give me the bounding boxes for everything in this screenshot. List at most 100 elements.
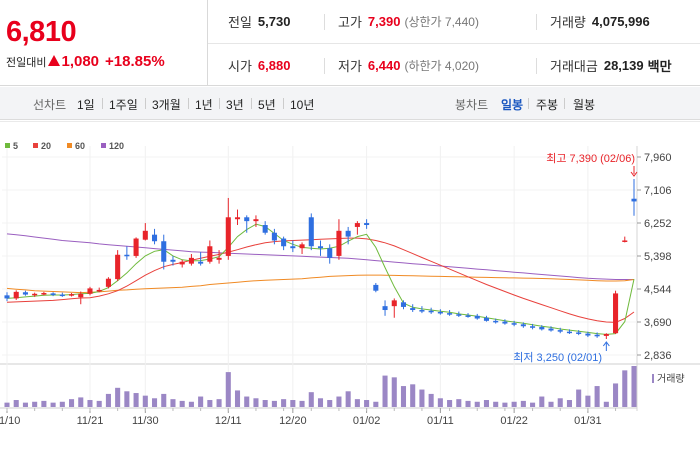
volume-bar: [253, 398, 259, 407]
volume-bar: [32, 401, 38, 407]
period-1d[interactable]: 1일: [77, 98, 95, 112]
volume-bar: [400, 386, 407, 407]
x-tick-label: 11/30: [132, 415, 159, 427]
candle-body: [124, 254, 130, 257]
volume-bar: [603, 401, 609, 407]
candle-body: [566, 331, 572, 334]
candle-monthly[interactable]: 월봉: [573, 98, 596, 112]
candle-body: [557, 330, 563, 332]
candle-body: [327, 248, 333, 258]
volume-bar: [530, 402, 536, 407]
candle-daily[interactable]: 일봉: [501, 98, 524, 112]
volume-bar: [133, 393, 139, 407]
low-label: 저가: [338, 59, 362, 74]
legend-label-20: 20: [41, 141, 51, 151]
x-tick-label: 12/20: [279, 415, 307, 427]
volume-bar: [317, 398, 324, 407]
candle-body: [576, 332, 582, 334]
candle-body: [41, 293, 47, 295]
candle-body: [631, 198, 637, 202]
volume-bar: [262, 400, 268, 407]
candle-body: [345, 230, 351, 237]
low-value: 6,440: [367, 58, 401, 73]
candle-body: [281, 238, 287, 247]
volume-bar: [373, 401, 379, 407]
volume-bar: [585, 395, 591, 407]
candle-body: [50, 293, 56, 295]
prev-close: 전일 5,730: [228, 0, 290, 43]
x-tick-label: 01/31: [574, 415, 602, 427]
row-divider: [208, 43, 700, 44]
current-price: 6,810: [6, 16, 77, 48]
ma120-line: [6, 233, 634, 280]
volume-bar: [216, 399, 222, 407]
line-chart-label: 선차트: [33, 98, 67, 112]
x-tick-label: 01/11: [427, 415, 454, 427]
candle-body: [59, 294, 65, 297]
volume-bar: [207, 400, 213, 407]
candle-body: [216, 257, 222, 260]
price-chart[interactable]: 11/10 11/21 11/30 12/11 12/20 01/02 01/11 01/22…: [0, 120, 700, 450]
x-tick-label: 12/11: [215, 415, 242, 427]
candle-body: [539, 327, 545, 330]
volume-bar: [511, 401, 517, 407]
low-arrowhead-icon: [602, 341, 610, 347]
volume-bar: [336, 396, 342, 407]
candle-body: [96, 289, 102, 292]
period-10y[interactable]: 10년: [290, 98, 315, 112]
volume-bar: [170, 399, 176, 407]
prev-close-value: 5,730: [257, 14, 291, 29]
period-1w[interactable]: 1주일: [109, 98, 138, 112]
candle-body: [244, 217, 250, 222]
up-triangle-icon: [48, 55, 61, 66]
candle-body: [465, 315, 471, 317]
volume-bar: [4, 402, 10, 407]
low-price: 저가 6,440 (하한가 4,020): [338, 44, 479, 87]
period-5y[interactable]: 5년: [258, 98, 276, 112]
candle-body: [133, 238, 139, 256]
period-3y[interactable]: 3년: [226, 98, 244, 112]
volume-bar: [161, 393, 167, 407]
candle-body: [603, 333, 609, 336]
candle-body: [170, 259, 176, 262]
period-1y[interactable]: 1년: [195, 98, 213, 112]
candle-body: [151, 234, 158, 242]
volume-bar: [87, 400, 93, 407]
y-tick-label: 6,252: [644, 218, 672, 230]
candle-body: [225, 217, 231, 256]
candle-weekly[interactable]: 주봉: [536, 98, 559, 112]
change-percent: +18.85%: [105, 53, 165, 70]
candle-body: [391, 300, 397, 307]
candle-body: [419, 310, 425, 312]
y-tick-label: 5,398: [644, 251, 672, 263]
period-3m[interactable]: 3개월: [152, 98, 181, 112]
high-value: 7,390: [367, 14, 401, 29]
legend-swatch-60: [67, 143, 72, 148]
high-arrowhead-icon: [630, 171, 638, 177]
volume-bar: [428, 393, 434, 407]
volume-value: 4,075,996: [591, 14, 650, 29]
candle-body: [530, 326, 536, 328]
candle-body: [262, 225, 268, 233]
volume-bar: [474, 401, 480, 407]
volume-bar: [437, 398, 443, 407]
candle-body: [105, 278, 111, 287]
candle-body: [308, 217, 314, 247]
candle-body: [437, 311, 443, 314]
legend-label-5: 5: [13, 141, 18, 151]
candle-body: [142, 230, 148, 240]
volume-bar: [151, 398, 158, 407]
column-divider: [324, 14, 325, 30]
volume-bar: [308, 392, 314, 407]
y-tick-label: 4,544: [644, 284, 672, 296]
amount-label: 거래대금: [550, 59, 598, 74]
y-tick-label: 7,106: [644, 185, 672, 197]
x-tick-label: 01/02: [353, 415, 381, 427]
candlestick-chart-svg[interactable]: 11/10 11/21 11/30 12/11 12/20 01/02 01/11 01/22…: [0, 120, 700, 450]
volume-bar: [124, 391, 130, 407]
change-value: 1,080: [61, 53, 100, 70]
amount-unit: 백만: [647, 59, 672, 74]
candle-body: [502, 321, 508, 324]
y-tick-label: 3,690: [644, 317, 672, 329]
